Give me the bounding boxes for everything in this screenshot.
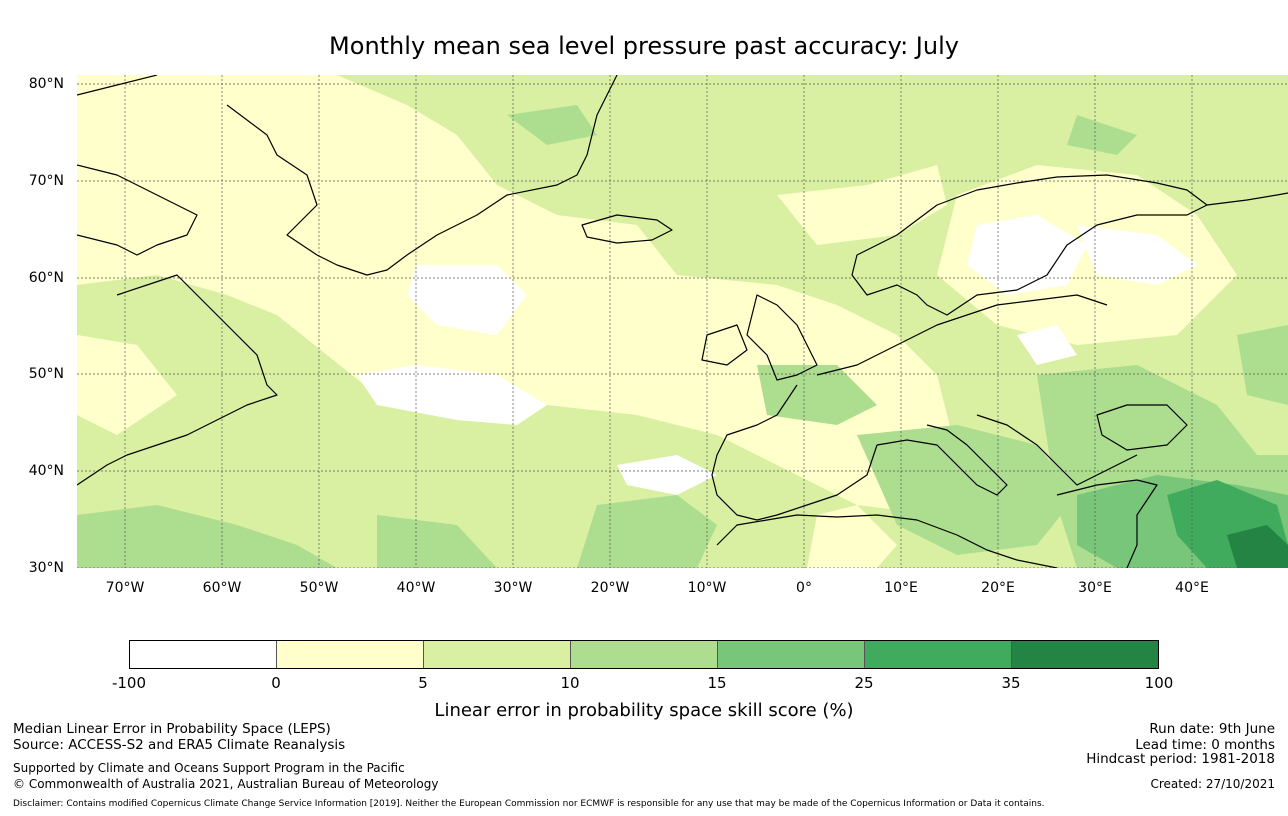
lon-label-30w: 30°W (493, 580, 533, 596)
footer-copyright: © Commonwealth of Australia 2021, Austra… (13, 777, 439, 791)
footer-lead-time: Lead time: 0 months (1135, 737, 1275, 753)
lon-label-30e: 30°E (1078, 580, 1112, 596)
colorbar-tick: 100 (1144, 674, 1174, 692)
lon-label-10w: 10°W (687, 580, 727, 596)
lon-label-10e: 10°E (884, 580, 918, 596)
footer-source: Source: ACCESS-S2 and ERA5 Climate Reana… (13, 737, 346, 753)
colorbar-segment (1012, 641, 1158, 668)
colorbar-tick: 25 (854, 674, 874, 692)
map-coastlines (77, 75, 1288, 568)
colorbar-segment (718, 641, 865, 668)
lat-label-50n: 50°N (28, 366, 64, 382)
footer-disclaimer: Disclaimer: Contains modified Copernicus… (13, 799, 1045, 809)
colorbar-tick: 15 (707, 674, 727, 692)
lon-label-40e: 40°E (1175, 580, 1209, 596)
lat-label-70n: 70°N (28, 173, 64, 189)
footer-method: Median Linear Error in Probability Space… (13, 721, 331, 737)
map-skill-patches (77, 75, 1288, 568)
lon-label-40w: 40°W (396, 580, 436, 596)
footer-hindcast: Hindcast period: 1981-2018 (1086, 751, 1275, 767)
skill-score-map (77, 75, 1288, 568)
footer-run-date: Run date: 9th June (1149, 721, 1275, 737)
colorbar-tick: -100 (111, 674, 147, 692)
colorbar-segment (277, 641, 424, 668)
lat-label-40n: 40°N (28, 463, 64, 479)
lon-label-20w: 20°W (590, 580, 630, 596)
map-title: Monthly mean sea level pressure past acc… (329, 32, 959, 60)
colorbar-segment (424, 641, 571, 668)
colorbar-tick: 10 (560, 674, 580, 692)
colorbar-label: Linear error in probability space skill … (434, 700, 854, 721)
lon-label-60w: 60°W (202, 580, 242, 596)
colorbar (129, 640, 1159, 669)
colorbar-segment (571, 641, 718, 668)
lat-label-30n: 30°N (28, 560, 64, 576)
map-gridlines (77, 75, 1288, 568)
footer-support: Supported by Climate and Oceans Support … (13, 761, 405, 775)
colorbar-tick: 35 (1001, 674, 1021, 692)
lon-label-70w: 70°W (105, 580, 145, 596)
colorbar-segment (865, 641, 1012, 668)
colorbar-tick: 0 (271, 674, 281, 692)
lon-label-50w: 50°W (299, 580, 339, 596)
colorbar-tick: 5 (418, 674, 428, 692)
lon-label-0: 0° (796, 580, 812, 596)
colorbar-segment (130, 641, 277, 668)
lon-label-20e: 20°E (981, 580, 1015, 596)
lat-label-80n: 80°N (28, 76, 64, 92)
footer-created: Created: 27/10/2021 (1150, 777, 1275, 791)
lat-label-60n: 60°N (28, 270, 64, 286)
